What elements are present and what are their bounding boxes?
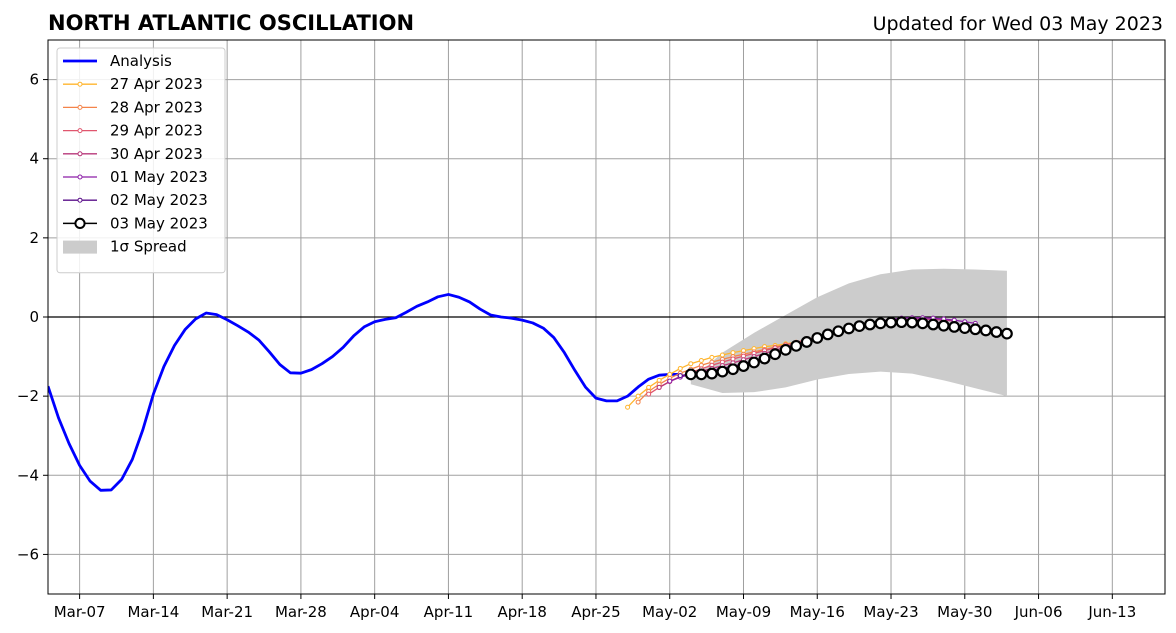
y-tick-label: 2 <box>29 229 39 247</box>
legend-swatch <box>63 240 97 254</box>
data-point <box>698 358 704 364</box>
legend-label: 29 Apr 2023 <box>110 122 203 140</box>
legend-label: Analysis <box>110 52 172 70</box>
data-point <box>625 404 631 410</box>
data-point <box>937 319 950 332</box>
data-point <box>948 320 961 333</box>
data-point <box>990 326 1003 338</box>
data-point <box>719 352 725 358</box>
plot-frame <box>47 39 1166 595</box>
data-point <box>895 316 908 329</box>
legend-marker <box>77 197 83 203</box>
data-point <box>800 336 813 348</box>
x-tick-label: Jun-13 <box>1087 603 1136 621</box>
data-point <box>646 384 652 390</box>
y-tick-label: −2 <box>17 387 39 405</box>
data-point <box>811 332 824 344</box>
legend-marker <box>77 81 83 87</box>
x-tick-label: Apr-18 <box>497 603 547 621</box>
legend-label: 1σ Spread <box>110 238 187 256</box>
data-point <box>656 384 662 390</box>
x-tick-label: May-02 <box>642 603 697 621</box>
data-point <box>705 367 718 380</box>
data-point <box>709 354 715 360</box>
data-point <box>853 320 866 333</box>
axes: Mar-07 Mar-14 Mar-21 Mar-28 Apr-04 Apr-11 Apr-… <box>17 39 1166 621</box>
data-point <box>958 322 971 334</box>
data-point <box>906 316 918 329</box>
data-point <box>874 317 887 330</box>
data-point <box>885 316 897 329</box>
x-tick-label: May-16 <box>790 603 845 621</box>
legend-marker <box>77 174 83 180</box>
data-point <box>916 317 929 330</box>
x-tick-label: May-30 <box>937 603 992 621</box>
data-point <box>667 371 673 377</box>
x-tick-label: May-23 <box>863 603 918 621</box>
y-tick-label: 4 <box>29 150 39 168</box>
data-point <box>635 399 641 405</box>
legend: Analysis 27 Apr 2023 28 Apr 2023 29 Apr 202… <box>56 47 226 274</box>
data-point <box>821 328 834 341</box>
chart-subtitle: Updated for Wed 03 May 2023 <box>873 13 1163 35</box>
data-point <box>635 393 641 399</box>
data-point <box>677 373 683 379</box>
legend-label: 30 Apr 2023 <box>110 145 203 163</box>
legend-label: 28 Apr 2023 <box>110 98 203 116</box>
data-point <box>832 325 845 338</box>
legend-marker <box>77 151 83 157</box>
legend-label: 27 Apr 2023 <box>110 75 203 93</box>
data-point <box>769 348 782 361</box>
series-line <box>48 293 681 492</box>
data-point <box>779 343 792 356</box>
data-point <box>969 323 982 336</box>
chart-title: NORTH ATLANTIC OSCILLATION <box>48 11 414 35</box>
data-point <box>716 365 729 378</box>
data-point <box>758 352 771 365</box>
y-tick-label: 0 <box>29 308 39 326</box>
data-point <box>677 365 683 371</box>
data-point <box>1001 327 1013 340</box>
data-point <box>684 368 697 381</box>
data-point <box>748 356 760 369</box>
y-tick-label: −6 <box>17 545 39 563</box>
data-point <box>927 318 940 331</box>
data-point <box>737 360 750 372</box>
legend-marker <box>74 217 86 229</box>
x-tick-label: May-09 <box>716 603 771 621</box>
x-tick-label: Mar-07 <box>54 603 106 621</box>
x-tick-label: Mar-14 <box>127 603 179 621</box>
x-tick-label: Apr-11 <box>424 603 474 621</box>
legend-label: 01 May 2023 <box>110 168 208 186</box>
y-tick-label: 6 <box>29 71 39 89</box>
data-point <box>646 391 652 397</box>
data-point <box>688 361 694 367</box>
legend-box <box>56 47 226 274</box>
x-tick-label: Mar-28 <box>275 603 327 621</box>
legend-marker <box>77 128 83 134</box>
y-tick-label: −4 <box>17 466 39 484</box>
x-tick-label: Jun-06 <box>1014 603 1063 621</box>
x-tick-label: Mar-21 <box>201 603 253 621</box>
data-point <box>656 377 662 383</box>
data-point <box>667 378 673 384</box>
data-point <box>790 339 803 352</box>
data-point <box>842 322 855 335</box>
data-point <box>979 324 992 337</box>
x-tick-label: Apr-25 <box>571 603 621 621</box>
legend-label: 03 May 2023 <box>110 214 208 232</box>
series-layer <box>48 293 1013 492</box>
data-point <box>730 350 736 356</box>
data-point <box>695 368 708 381</box>
data-point <box>864 318 876 331</box>
legend-label: 02 May 2023 <box>110 191 208 209</box>
legend-marker <box>77 104 83 110</box>
data-point <box>730 356 736 362</box>
data-point <box>727 363 739 376</box>
x-tick-label: Apr-04 <box>350 603 400 621</box>
